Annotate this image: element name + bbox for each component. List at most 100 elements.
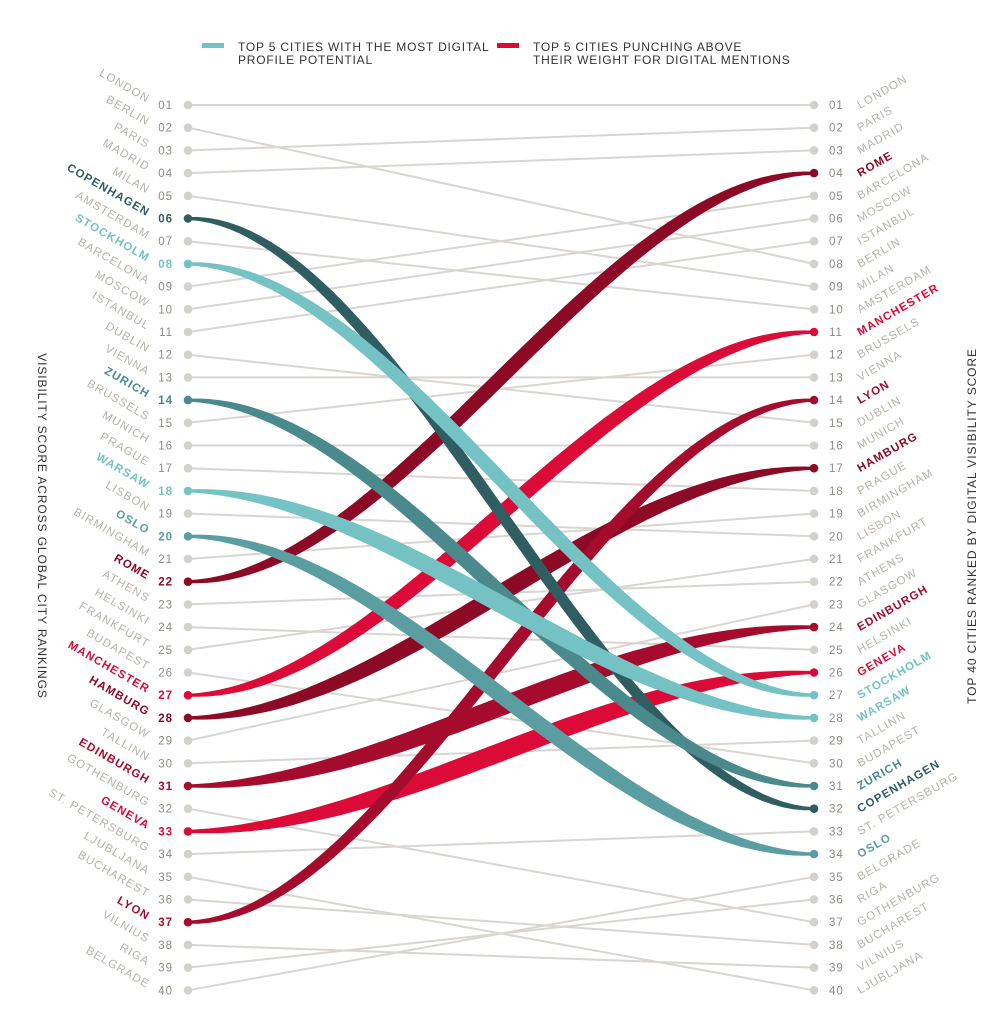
left-rank-15: 15 [158, 418, 173, 430]
right-dot-9 [809, 282, 819, 291]
left-dot-1 [183, 100, 193, 110]
right-rank-27: 27 [829, 690, 844, 702]
ribbon-oslo [188, 534, 814, 856]
right-rank-30: 30 [829, 758, 844, 770]
connector-bucharest [187, 898, 815, 946]
connector-berlin [187, 126, 815, 265]
left-dot-34 [183, 849, 193, 859]
left-rank-9: 09 [158, 282, 173, 294]
connector-helsinki [187, 626, 815, 651]
left-dot-27 [183, 690, 193, 700]
left-dot-37 [183, 917, 193, 927]
ribbon-lyon [188, 398, 814, 924]
left-dot-39 [183, 963, 193, 972]
right-dot-22 [809, 577, 819, 586]
right-rank-37: 37 [829, 917, 844, 929]
right-dot-34 [809, 849, 819, 859]
left-rank-2: 02 [158, 123, 173, 135]
left-rank-5: 05 [158, 191, 173, 203]
legend-label-profile-potential-line1: TOP 5 CITIES WITH THE MOST DIGITAL [238, 40, 489, 54]
ribbon-stockholm [188, 262, 814, 697]
legend-label-punching-above-line2: THEIR WEIGHT FOR DIGITAL MENTIONS [533, 53, 791, 67]
right-dot-7 [809, 236, 819, 246]
right-rank-25: 25 [829, 645, 844, 657]
left-dot-38 [183, 940, 193, 950]
left-rank-4: 04 [158, 168, 173, 180]
right-rank-5: 05 [829, 191, 844, 203]
left-rank-37: 37 [158, 917, 173, 929]
left-rank-34: 34 [158, 849, 173, 861]
highlight-ribbons [188, 171, 814, 924]
grey-connector-lines [187, 104, 815, 992]
left-dot-29 [183, 736, 193, 745]
right-rank-33: 33 [829, 826, 844, 838]
ribbon-copenhagen [188, 217, 814, 811]
left-dot-11 [183, 327, 193, 337]
legend-swatch-profile-potential [202, 43, 224, 48]
right-dot-31 [809, 781, 819, 791]
connector-brussels [187, 353, 815, 424]
right-rank-24: 24 [829, 622, 844, 634]
left-dot-4 [183, 168, 193, 178]
right-dot-26 [809, 668, 819, 677]
right-rank-32: 32 [829, 804, 844, 816]
right-dot-8 [809, 259, 819, 269]
right-dot-13 [809, 373, 819, 382]
right-rank-3: 03 [829, 145, 844, 157]
right-dot-10 [809, 305, 819, 314]
right-dot-30 [809, 759, 819, 768]
left-rank-6: 06 [158, 214, 173, 226]
right-rank-13: 13 [829, 372, 844, 384]
left-dot-24 [183, 622, 193, 632]
right-rank-29: 29 [829, 736, 844, 748]
left-rank-25: 25 [158, 645, 173, 657]
left-dot-18 [183, 486, 193, 496]
legend: TOP 5 CITIES WITH THE MOST DIGITAL PROFI… [202, 40, 791, 67]
left-dot-28 [183, 713, 193, 723]
left-dot-22 [183, 577, 193, 586]
left-rank-13: 13 [158, 372, 173, 384]
right-dot-35 [809, 872, 819, 882]
right-rank-40: 40 [829, 985, 844, 997]
right-rank-20: 20 [829, 531, 844, 543]
left-dot-30 [183, 759, 193, 768]
right-axis-title: TOP 40 CITIES RANKED BY DIGITAL VISIBILI… [965, 348, 979, 704]
connector-paris [187, 126, 815, 152]
ribbon-edinburgh [188, 625, 814, 788]
right-dot-1 [809, 100, 819, 110]
legend-label-punching-above-line1: TOP 5 CITIES PUNCHING ABOVE [533, 40, 742, 54]
left-rank-12: 12 [158, 350, 173, 362]
left-dot-6 [183, 214, 193, 223]
ribbon-warsaw [188, 489, 814, 720]
connector-glasgow [187, 603, 815, 742]
right-dot-38 [809, 940, 819, 950]
right-dot-19 [809, 509, 819, 518]
right-rank-22: 22 [829, 577, 844, 589]
rank-dots [183, 100, 819, 995]
right-dot-39 [809, 963, 819, 972]
left-rank-28: 28 [158, 713, 173, 725]
left-rank-11: 11 [159, 327, 173, 339]
right-dot-23 [809, 600, 819, 609]
left-rank-24: 24 [158, 622, 173, 634]
left-dot-23 [183, 600, 193, 609]
left-rank-38: 38 [158, 940, 173, 952]
left-rank-31: 31 [158, 781, 173, 793]
right-rank-19: 19 [829, 509, 844, 521]
left-rank-27: 27 [158, 690, 173, 702]
right-dot-14 [809, 395, 819, 405]
right-dot-37 [809, 917, 819, 927]
right-rank-35: 35 [829, 872, 844, 884]
right-dot-40 [809, 986, 819, 995]
ribbon-rome [188, 171, 814, 584]
left-rank-40: 40 [158, 985, 173, 997]
right-dot-21 [809, 554, 819, 564]
right-dot-20 [809, 532, 819, 541]
right-rank-16: 16 [829, 441, 844, 453]
right-rank-36: 36 [829, 895, 844, 907]
right-rank-34: 34 [829, 849, 844, 861]
left-rank-39: 39 [158, 963, 173, 975]
left-dot-12 [183, 350, 193, 360]
right-rank-21: 21 [829, 554, 844, 566]
right-rank-6: 06 [829, 214, 844, 226]
